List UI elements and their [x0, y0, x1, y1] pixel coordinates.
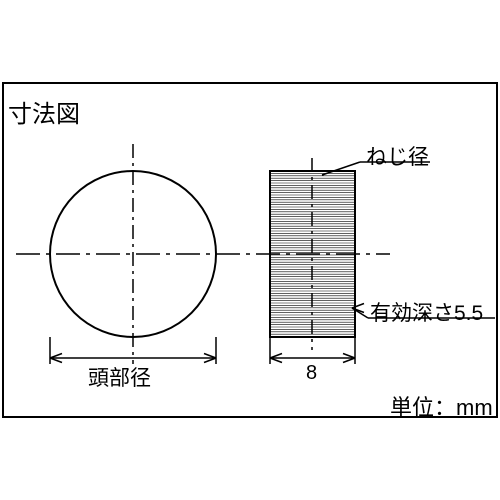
dimension-drawing [0, 0, 500, 500]
width-dim-label: 8 [306, 362, 317, 385]
depth-label: 有効深さ5.5 [370, 297, 483, 327]
title-label: 寸法図 [8, 94, 80, 129]
thread-dia-label: ねじ径 [366, 141, 429, 171]
unit-label: 単位：mm [390, 390, 493, 422]
page: 寸法図 ねじ径 有効深さ5.5 頭部径 8 単位：mm [0, 0, 500, 500]
head-dia-label: 頭部径 [88, 362, 151, 392]
